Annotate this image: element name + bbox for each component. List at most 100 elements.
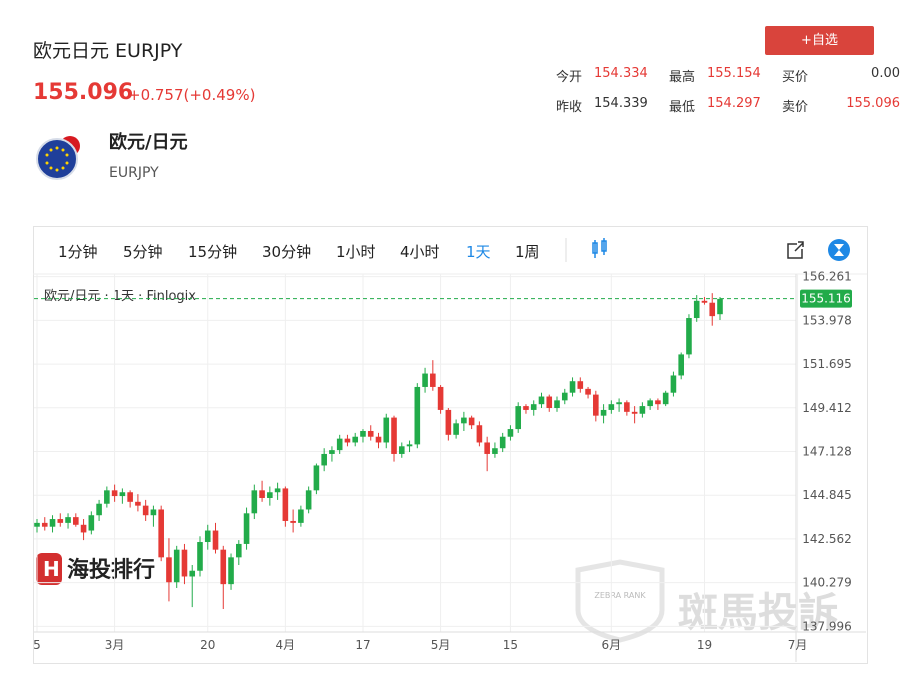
- candle-body: [391, 417, 397, 454]
- candle-body: [616, 402, 622, 405]
- candle-body: [523, 406, 529, 410]
- candle-body: [468, 417, 475, 426]
- candle-body: [166, 557, 172, 583]
- candle-body: [259, 490, 265, 498]
- flag-icon: [36, 136, 80, 180]
- candle-body: [577, 381, 584, 389]
- candle-body: [197, 542, 203, 571]
- add-watchlist-button[interactable]: +自选: [765, 26, 874, 55]
- y-tick-label: 137.996: [802, 619, 852, 633]
- candle-body: [515, 406, 522, 430]
- candle-body: [305, 490, 312, 510]
- quote-label: 卖价: [782, 100, 809, 115]
- x-tick-label: 5月: [431, 638, 451, 652]
- share-icon[interactable]: [787, 241, 804, 259]
- candle-body: [655, 400, 661, 405]
- candle-body: [49, 519, 56, 527]
- chart-type-icon[interactable]: [592, 238, 607, 258]
- candle-body: [96, 503, 102, 516]
- candle-body: [142, 505, 149, 516]
- candle-body: [476, 425, 483, 443]
- timeframe-tab[interactable]: 4小时: [400, 243, 440, 261]
- candle-body: [251, 490, 258, 514]
- quote-value: 154.339: [594, 96, 648, 111]
- candle-body: [406, 444, 413, 447]
- candle-body: [111, 490, 118, 497]
- candle-body: [445, 409, 452, 435]
- quote-label: 今开: [556, 70, 583, 85]
- candle-body: [717, 298, 723, 315]
- quote-label: 买价: [782, 70, 809, 85]
- timeframe-tab[interactable]: 1周: [515, 243, 540, 261]
- logo-glyph: [834, 244, 844, 256]
- candle-body: [414, 386, 421, 445]
- candle-body: [65, 517, 71, 523]
- candle-body: [624, 402, 630, 412]
- y-tick-label: 147.128: [802, 445, 852, 459]
- candle-body: [282, 488, 289, 521]
- watermark-badge-text: ZEBRA RANK: [594, 591, 646, 600]
- candle-body: [492, 448, 498, 454]
- y-tick-label: 153.978: [802, 313, 852, 327]
- timeframe-tab[interactable]: 5分钟: [123, 243, 163, 261]
- candle-body: [593, 394, 599, 416]
- candle-body: [313, 465, 320, 491]
- candle-body: [561, 392, 568, 401]
- candle-body: [430, 373, 436, 387]
- candle-body: [34, 522, 40, 527]
- timeframe-tab[interactable]: 15分钟: [188, 243, 238, 261]
- candle-body: [647, 400, 653, 407]
- candle-body: [104, 490, 110, 504]
- candle-body: [274, 488, 281, 493]
- x-tick-label: 5: [33, 638, 41, 652]
- quote-value: 154.297: [707, 96, 761, 111]
- candle-body: [398, 446, 405, 454]
- candle-body: [484, 442, 490, 454]
- candle-body: [158, 509, 164, 558]
- x-tick-label: 6月: [602, 638, 622, 652]
- asset-name: 欧元/日元: [109, 132, 188, 153]
- candle-body: [344, 438, 351, 443]
- x-tick-label: 20: [200, 638, 215, 652]
- candle-body: [538, 396, 545, 405]
- quote-value: 0.00: [871, 66, 900, 81]
- candle-body: [290, 520, 296, 523]
- price: 155.096: [33, 80, 134, 105]
- candle-body: [453, 423, 459, 435]
- candle-body: [150, 509, 157, 516]
- candle-body: [228, 557, 234, 585]
- candle-body: [461, 417, 467, 424]
- last-price-label: 155.116: [801, 292, 851, 306]
- candle-body: [352, 436, 359, 443]
- candle-body: [701, 300, 708, 303]
- timeframe-tab[interactable]: 1分钟: [58, 243, 98, 261]
- timeframe-tab[interactable]: 1天: [466, 243, 491, 261]
- candle-body: [88, 515, 95, 531]
- quote-value: 155.096: [846, 96, 900, 111]
- y-tick-label: 144.845: [802, 488, 852, 502]
- y-tick-label: 151.695: [802, 357, 852, 371]
- candle-body: [267, 492, 273, 498]
- candle-body: [204, 530, 211, 543]
- candle-body: [41, 522, 48, 527]
- x-tick-label: 3月: [105, 638, 125, 652]
- candle-body: [608, 404, 615, 410]
- timeframe-tab[interactable]: 30分钟: [262, 243, 312, 261]
- candle-body: [243, 513, 250, 544]
- candle-body: [437, 386, 444, 410]
- y-tick-label: 140.279: [802, 576, 852, 590]
- candle-body: [670, 375, 677, 393]
- candle-body: [360, 430, 366, 437]
- price-change: +0.757(+0.49%): [128, 86, 256, 104]
- candle-body: [119, 492, 126, 497]
- candle-body: [631, 411, 638, 414]
- candle-body: [383, 417, 390, 443]
- candle-body: [127, 492, 133, 502]
- timeframe-tab[interactable]: 1小时: [336, 243, 376, 261]
- watermark-logo: [36, 553, 62, 585]
- quote-label: 昨收: [556, 100, 583, 115]
- candle-body: [73, 517, 79, 525]
- x-tick-label: 17: [355, 638, 370, 652]
